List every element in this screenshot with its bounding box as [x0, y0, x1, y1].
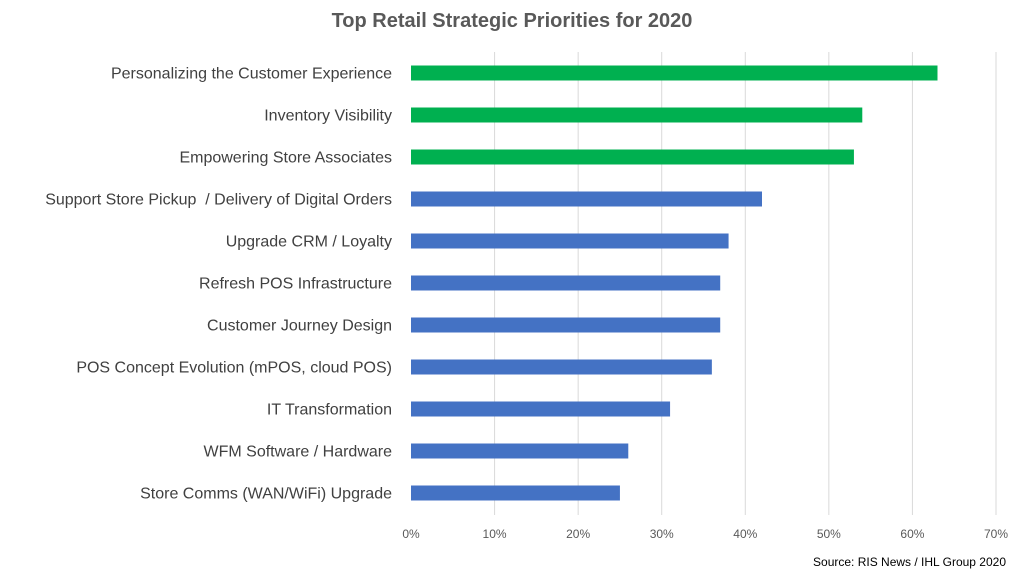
- x-tick-label: 60%: [900, 527, 924, 541]
- bar: [411, 317, 721, 333]
- x-tick-label: 30%: [650, 527, 674, 541]
- category-label: Upgrade CRM / Loyalty: [226, 234, 392, 251]
- x-tick-label: 10%: [483, 527, 507, 541]
- source-note: Source: RIS News / IHL Group 2020: [813, 555, 1006, 569]
- bar: [411, 107, 863, 123]
- x-tick-label: 70%: [984, 527, 1008, 541]
- bar: [411, 443, 629, 459]
- category-label: Empowering Store Associates: [179, 150, 392, 167]
- category-label: Refresh POS Infrastructure: [199, 276, 392, 293]
- chart-title: Top Retail Strategic Priorities for 2020: [331, 10, 693, 32]
- bar: [411, 149, 854, 165]
- category-label: Support Store Pickup / Delivery of Digit…: [45, 192, 392, 209]
- category-label: IT Transformation: [267, 402, 392, 419]
- bar: [411, 65, 938, 81]
- x-tick-label: 0%: [402, 527, 420, 541]
- x-tick-label: 50%: [817, 527, 841, 541]
- bar: [411, 191, 762, 207]
- bar: [411, 275, 721, 291]
- x-tick-label: 40%: [733, 527, 757, 541]
- category-label: Customer Journey Design: [207, 318, 392, 335]
- bar: [411, 485, 620, 501]
- category-label: Store Comms (WAN/WiFi) Upgrade: [140, 486, 392, 503]
- category-label: POS Concept Evolution (mPOS, cloud POS): [76, 360, 392, 377]
- category-label: Inventory Visibility: [264, 108, 392, 125]
- bar: [411, 401, 671, 417]
- bar: [411, 359, 712, 375]
- x-tick-label: 20%: [566, 527, 590, 541]
- bar: [411, 233, 729, 249]
- category-label: Personalizing the Customer Experience: [111, 66, 392, 83]
- category-label: WFM Software / Hardware: [204, 444, 393, 461]
